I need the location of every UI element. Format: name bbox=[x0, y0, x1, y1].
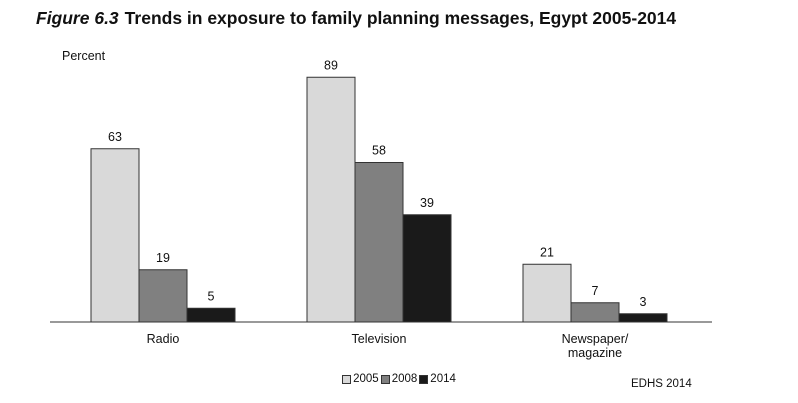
data-label-2014-2: 3 bbox=[640, 295, 647, 309]
legend-label-2014: 2014 bbox=[430, 373, 456, 385]
legend: 2005 2008 2014 bbox=[0, 373, 798, 387]
bar-2005-0 bbox=[90, 148, 140, 323]
legend-label-2008: 2008 bbox=[391, 373, 418, 385]
title-text: Trends in exposure to family planning me… bbox=[124, 8, 677, 28]
legend-item-2014: 2014 bbox=[419, 373, 456, 385]
y-axis-label: Percent bbox=[62, 49, 106, 63]
legend-item-2005: 2005 bbox=[342, 373, 379, 385]
legend-swatch-2008 bbox=[380, 374, 390, 384]
bar-2008-2 bbox=[570, 302, 620, 323]
data-label-2008-2: 7 bbox=[592, 284, 599, 298]
category-label-0: Radio bbox=[147, 332, 180, 346]
data-label-2005-1: 89 bbox=[324, 58, 338, 72]
legend-label-2005: 2005 bbox=[353, 373, 379, 385]
data-label-2014-0: 5 bbox=[208, 289, 215, 303]
bar-2008-1 bbox=[354, 162, 404, 323]
source-note: EDHS 2014 bbox=[631, 378, 692, 390]
figure-number: Figure 6.3 bbox=[36, 8, 119, 28]
data-label-2008-0: 19 bbox=[156, 251, 170, 265]
bar-2014-1 bbox=[402, 214, 452, 323]
legend-item-2008: 2008 bbox=[380, 373, 418, 385]
data-label-2008-1: 58 bbox=[372, 144, 386, 158]
data-label-2005-2: 21 bbox=[540, 245, 554, 259]
bar-2005-2 bbox=[522, 263, 572, 323]
bar-2014-0 bbox=[186, 307, 236, 323]
bar-2008-0 bbox=[138, 269, 188, 323]
bar-2005-1 bbox=[306, 76, 356, 323]
category-label-2: Newspaper/magazine bbox=[562, 332, 629, 360]
bar-2014-2 bbox=[618, 313, 668, 323]
chart-title: Figure 6.3 Trends in exposure to family p… bbox=[36, 8, 676, 29]
data-label-2005-0: 63 bbox=[108, 130, 122, 144]
category-label-1: Television bbox=[352, 332, 407, 346]
bar-chart: 63 19 5 Radio 89 58 39 Television 21 7 3 Newspaper/… bbox=[50, 58, 712, 360]
data-label-2014-1: 39 bbox=[420, 196, 434, 210]
legend-swatch-2005 bbox=[342, 374, 352, 384]
legend-swatch-2014 bbox=[419, 374, 429, 384]
